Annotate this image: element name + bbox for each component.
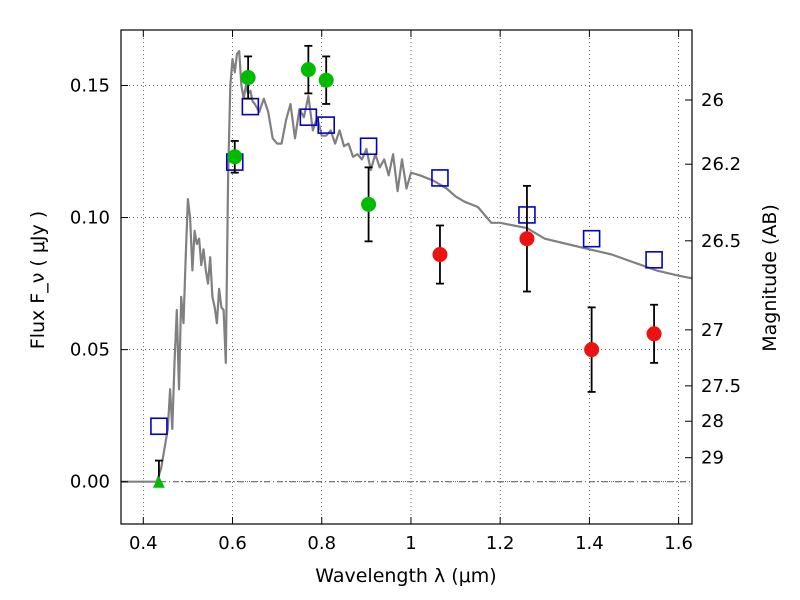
right-axis-label: Magnitude (AB): [759, 204, 781, 352]
right-tick-label: 26.2: [701, 154, 741, 175]
right-tick-label: 26: [701, 90, 724, 111]
x-tick-label: 1.6: [664, 533, 693, 554]
observed-data-point: [300, 62, 316, 78]
axis-ticks: 0.4 0.6 0.8 1 1.2 1.4 1.6 0.00 0.05 0.10 0.15 26 26.…: [70, 30, 741, 554]
x-tick-label: 0.4: [129, 533, 158, 554]
x-tick-label: 0.8: [307, 533, 336, 554]
model-photometry-square: [582, 229, 601, 248]
observed-data-point: [227, 149, 243, 165]
observed-data-point: [519, 231, 535, 247]
observed-data-point: [240, 70, 256, 86]
observed-data-point: [361, 196, 377, 212]
right-tick-label: 28: [701, 411, 724, 432]
model-spectrum-line: [121, 49, 693, 483]
y-tick-label: 0.00: [70, 472, 110, 493]
model-photometry-square: [150, 417, 168, 436]
model-photometry-square: [431, 169, 449, 187]
model-photometry-square: [317, 116, 336, 134]
right-tick-label: 29: [701, 448, 724, 469]
plot-frame: [120, 29, 693, 525]
x-axis-label: Wavelength λ (μm): [315, 565, 496, 587]
right-tick-label: 26.5: [701, 231, 741, 252]
model-photometry-square: [645, 251, 663, 269]
right-tick-label: 27.5: [701, 376, 741, 397]
x-tick-label: 1.4: [575, 533, 604, 554]
plot-series: [121, 44, 693, 488]
x-tick-label: 0.6: [218, 533, 247, 554]
y-axis-label: Flux F_ν ( μJy ): [27, 211, 49, 349]
observed-data-point: [646, 326, 662, 342]
y-tick-label: 0.10: [70, 208, 110, 229]
x-tick-label: 1.2: [486, 533, 515, 554]
observed-data-point: [318, 72, 334, 88]
y-tick-label: 0.15: [70, 75, 110, 96]
observed-data-point: [432, 247, 448, 263]
right-tick-label: 27: [701, 320, 724, 341]
model-photometry-square: [359, 137, 378, 156]
observed-data-point: [584, 342, 600, 358]
y-tick-label: 0.05: [70, 340, 110, 361]
x-tick-label: 1: [405, 533, 416, 554]
upper-limit-triangle: [152, 475, 165, 488]
model-photometry-square: [299, 108, 318, 126]
